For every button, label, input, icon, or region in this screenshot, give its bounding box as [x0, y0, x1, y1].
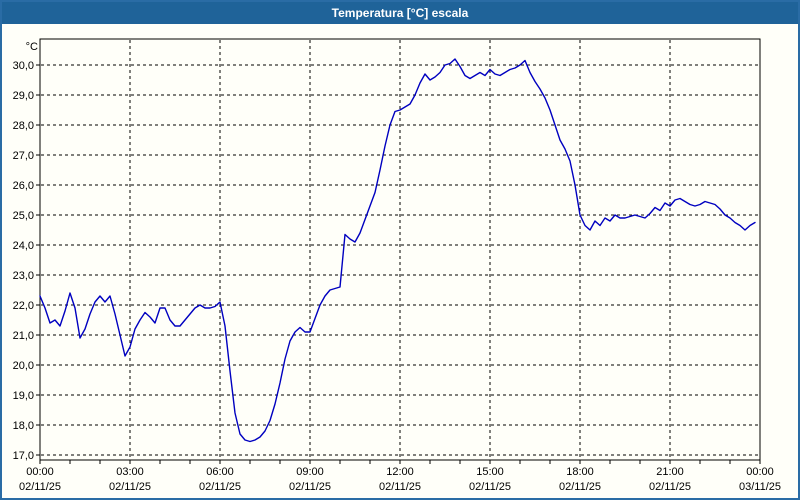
x-axis-date-label: 02/11/25: [109, 481, 151, 493]
x-axis-date-label: 02/11/25: [289, 481, 331, 493]
y-axis-label: 30,0: [13, 60, 34, 72]
x-axis-time-label: 12:00: [386, 466, 414, 478]
x-axis-time-label: 06:00: [206, 466, 234, 478]
y-axis-label: 27,0: [13, 150, 34, 162]
window-titlebar[interactable]: Temperatura [°C] escala: [2, 2, 798, 24]
x-axis-time-label: 03:00: [116, 466, 144, 478]
x-axis-date-label: 02/11/25: [559, 481, 601, 493]
x-axis-date-label: 02/11/25: [379, 481, 421, 493]
x-axis-date-label: 03/11/25: [739, 481, 781, 493]
y-axis-label: 29,0: [13, 90, 34, 102]
temperature-line: [39, 58, 756, 443]
x-axis-time-label: 00:00: [746, 466, 774, 478]
x-axis-date-label: 02/11/25: [649, 481, 691, 493]
y-axis-unit-label: °C: [26, 41, 38, 53]
y-axis-label: 26,0: [13, 180, 34, 192]
y-axis-label: 20,0: [13, 360, 34, 372]
y-axis-label: 19,0: [13, 390, 34, 402]
window-title: Temperatura [°C] escala: [331, 6, 469, 20]
y-axis-label: 23,0: [13, 270, 34, 282]
y-axis-label: 17,0: [13, 450, 34, 462]
y-axis-label: 18,0: [13, 420, 34, 432]
temperature-chart: 30,0 29,0 28,0 27,0 26,0 25,0 24,0 23,0 22,0 21,0…: [13, 38, 781, 493]
y-axis-label: 28,0: [13, 120, 34, 132]
y-axis-label: 25,0: [13, 210, 34, 222]
x-axis-time-label: 09:00: [296, 466, 324, 478]
x-axis-date-label: 02/11/25: [469, 481, 511, 493]
x-axis-time-label: 18:00: [566, 466, 594, 478]
y-axis-label: 24,0: [13, 240, 34, 252]
x-axis-time-label: 21:00: [656, 466, 684, 478]
chart-host: 30,0 29,0 28,0 27,0 26,0 25,0 24,0 23,0 22,0 21,0…: [2, 24, 798, 498]
x-axis-time-label: 15:00: [476, 466, 504, 478]
y-axis-label: 21,0: [13, 330, 34, 342]
x-axis-date-label: 02/11/25: [199, 481, 241, 493]
y-axis-label: 22,0: [13, 300, 34, 312]
x-axis-date-label: 02/11/25: [19, 481, 61, 493]
x-axis-time-label: 00:00: [26, 466, 54, 478]
